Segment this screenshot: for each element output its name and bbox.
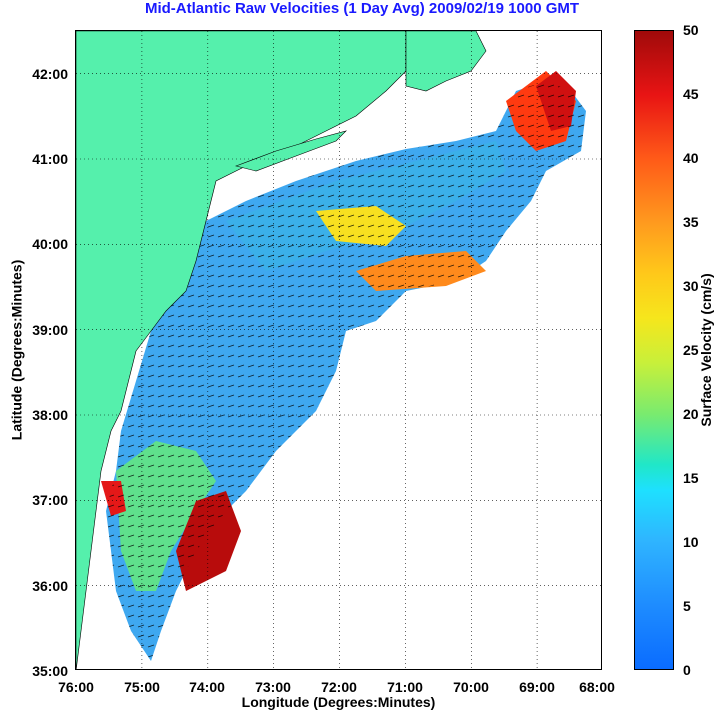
x-tick: 76:00 [58,679,94,695]
x-tick: 74:00 [189,679,225,695]
map-title: Mid-Atlantic Raw Velocities (1 Day Avg) … [144,0,580,17]
colorbar-label: Surface Velocity (cm/s) [698,273,714,427]
colorbar [634,30,674,670]
velocity-field [101,71,586,661]
vector-overlay [106,81,586,661]
x-tick: 70:00 [453,679,489,695]
colorbar-tick: 30 [683,278,699,294]
y-tick: 40:00 [32,236,68,252]
map-plot[interactable] [75,30,602,670]
x-tick: 71:00 [387,679,423,695]
x-tick: 73:00 [255,679,291,695]
colorbar-tick: 50 [683,22,699,38]
y-tick: 37:00 [32,492,68,508]
x-tick: 69:00 [519,679,555,695]
y-tick: 36:00 [32,578,68,594]
colorbar-tick: 5 [683,598,691,614]
x-tick: 75:00 [124,679,160,695]
land-long-island [234,130,348,172]
y-tick: 41:00 [32,151,68,167]
x-tick: 68:00 [579,679,615,695]
x-axis-label: Longitude (Degrees:Minutes) [241,694,436,710]
y-tick: 35:00 [32,663,68,679]
map-svg [76,31,601,669]
land-northeast [76,31,407,669]
colorbar-tick: 35 [683,214,699,230]
grid [76,31,601,669]
colorbar-tick: 20 [683,406,699,422]
colorbar-tick: 15 [683,470,699,486]
colorbar-tick: 40 [683,150,699,166]
land [76,31,487,669]
colorbar-tick: 0 [683,662,691,678]
y-tick: 42:00 [32,66,68,82]
colorbar-tick: 45 [683,86,699,102]
colorbar-tick: 25 [683,342,699,358]
y-tick: 39:00 [32,322,68,338]
x-tick: 72:00 [321,679,357,695]
colorbar-tick: 10 [683,534,699,550]
land-cape-cod [405,31,487,92]
y-tick: 38:00 [32,407,68,423]
